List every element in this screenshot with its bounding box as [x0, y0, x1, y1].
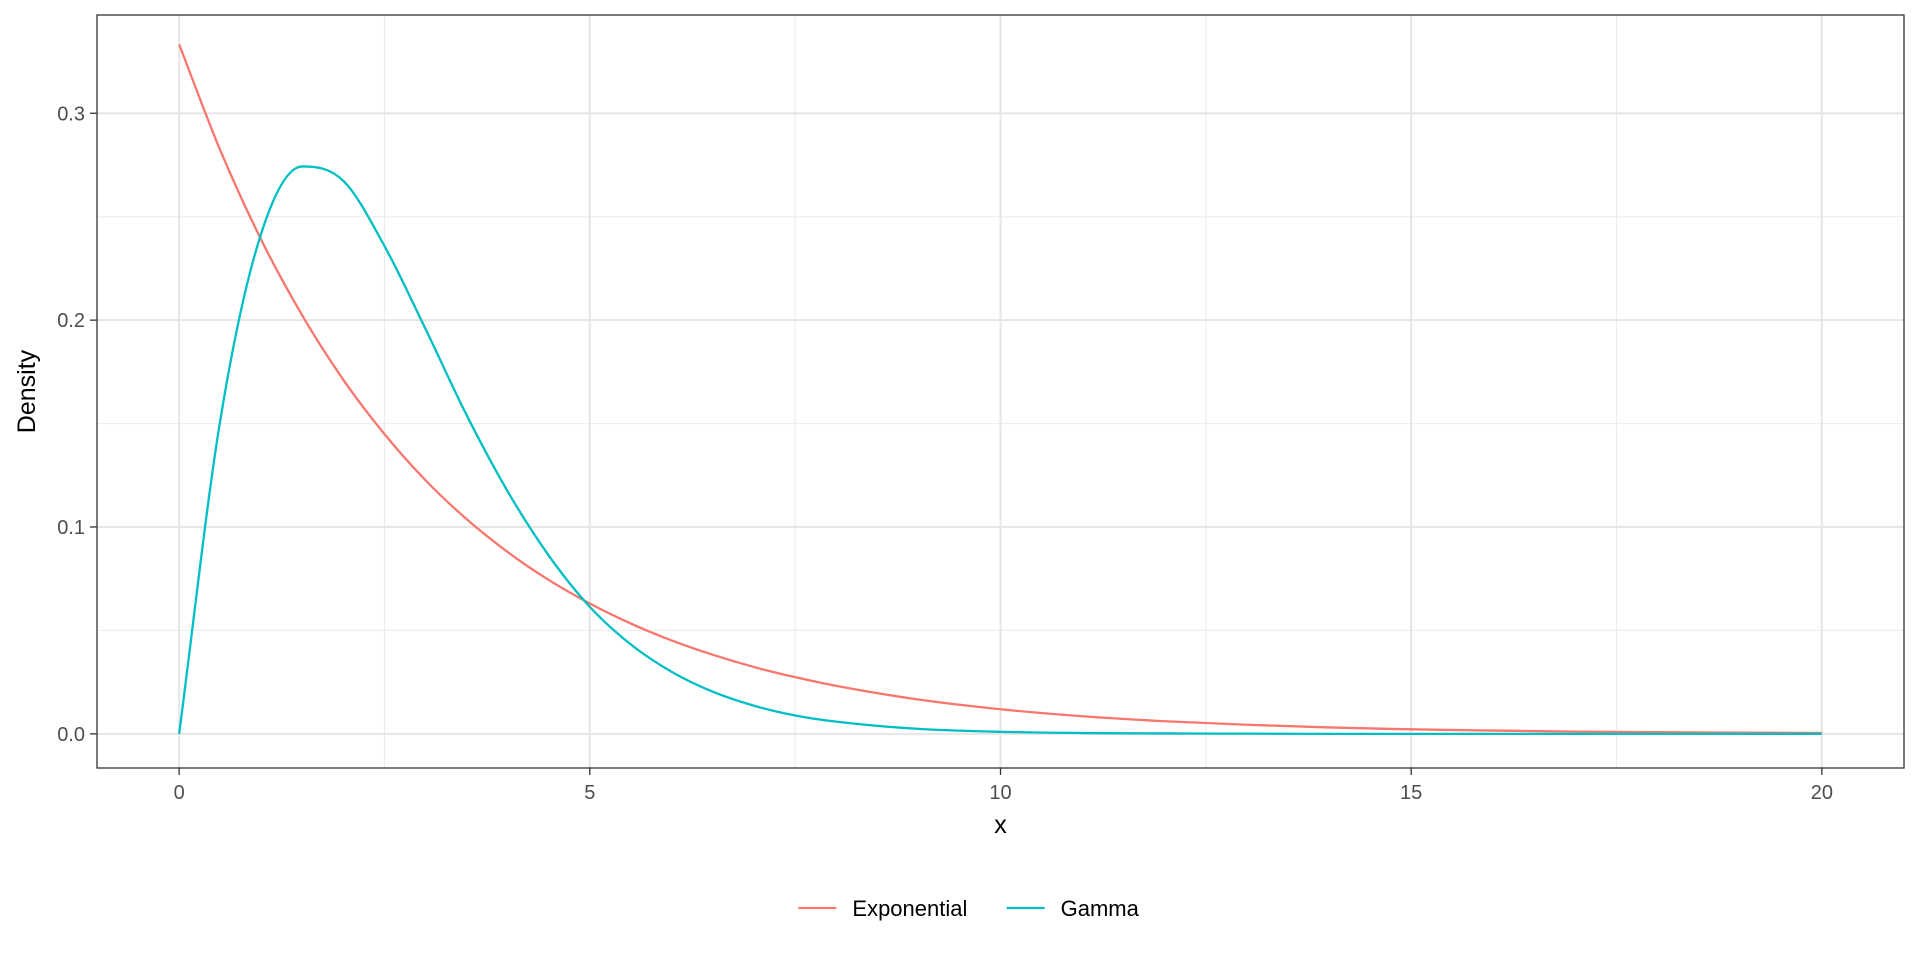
y-axis-title: Density — [13, 349, 41, 433]
series-lines — [177, 43, 1822, 736]
x-tick-label: 0 — [174, 782, 185, 804]
x-tick-label: 20 — [1811, 782, 1833, 804]
x-tick-label: 10 — [989, 782, 1011, 804]
x-tick-label: 15 — [1400, 782, 1422, 804]
y-tick-label: 0.1 — [57, 517, 85, 539]
legend-label-gamma: Gamma — [1061, 896, 1140, 921]
y-tick-label: 0.2 — [57, 310, 85, 332]
y-tick-label: 0.0 — [57, 724, 85, 746]
legend-label-exponential: Exponential — [852, 896, 967, 921]
series-line-gamma — [177, 165, 1822, 736]
x-tick-label: 5 — [584, 782, 595, 804]
series-line-exponential — [178, 43, 1822, 735]
legend: Exponential Gamma — [798, 896, 1140, 921]
x-axis-title: x — [994, 811, 1007, 839]
y-tick-label: 0.3 — [57, 103, 85, 125]
axes: 0 5 10 15 20 0.0 0.1 0.2 0.3 — [57, 103, 1833, 804]
